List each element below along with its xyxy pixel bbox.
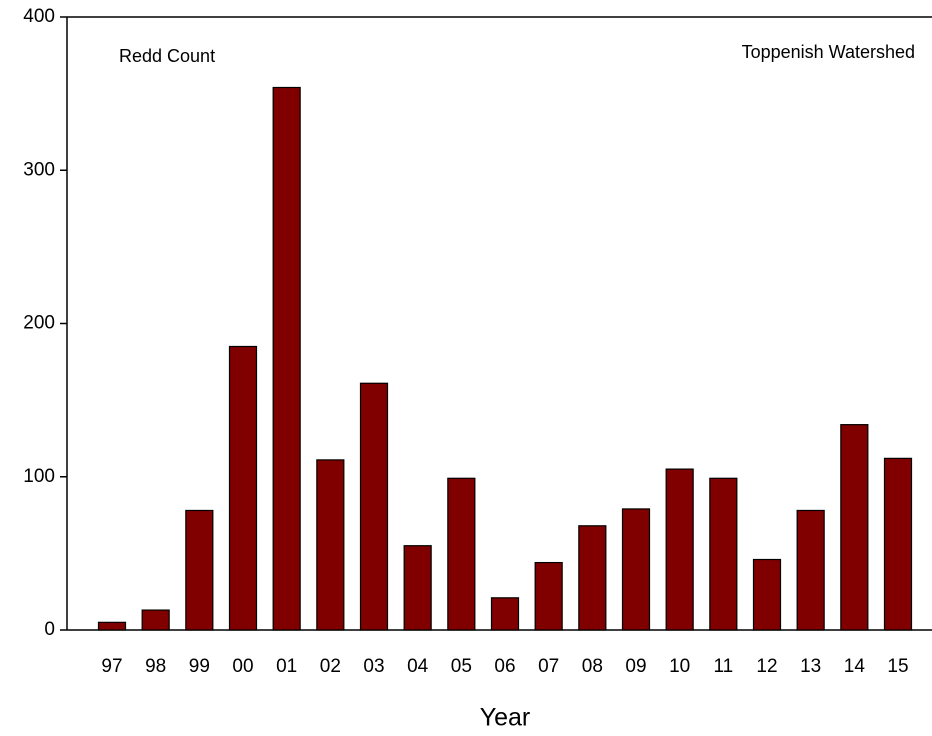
x-tick-label: 00 (232, 656, 253, 677)
bar (883, 457, 913, 631)
bar (621, 508, 651, 631)
x-tick-label: 01 (276, 656, 297, 677)
bar (840, 424, 869, 631)
bar (316, 459, 345, 631)
y-tick-label: 400 (23, 6, 55, 27)
x-tick-label: 98 (145, 656, 166, 677)
y-tick-label: 0 (44, 619, 55, 640)
x-tick-label: 05 (451, 656, 472, 677)
x-tick-label: 07 (538, 656, 559, 677)
x-tick-label: 99 (189, 656, 210, 677)
annotation: Toppenish Watershed (742, 42, 915, 62)
x-axis-title: Year (480, 704, 531, 732)
bar (359, 382, 389, 631)
x-tick-label: 08 (582, 656, 603, 677)
bar (665, 468, 694, 631)
x-tick-label: 14 (844, 656, 866, 677)
x-tick-label: 11 (713, 656, 733, 677)
bar (272, 86, 301, 631)
x-tick-label: 15 (887, 656, 908, 677)
bar (141, 609, 170, 631)
bar (447, 477, 476, 631)
x-tick-label: 03 (363, 656, 384, 677)
bar (534, 561, 563, 631)
x-tick-label: 13 (800, 656, 821, 677)
x-tick-label: 12 (756, 656, 777, 677)
bar (185, 509, 214, 631)
x-tick-label: 10 (669, 656, 690, 677)
x-tick-label: 02 (320, 656, 341, 677)
x-tick-label: 06 (494, 656, 515, 677)
y-tick-label: 200 (23, 313, 55, 334)
x-tick-label: 09 (625, 656, 646, 677)
bar (97, 621, 127, 631)
bar (752, 558, 782, 631)
y-tick-label: 100 (23, 466, 55, 487)
annotation: Redd Count (119, 46, 215, 66)
bar (578, 525, 607, 631)
x-tick-label: 04 (407, 656, 429, 677)
bar (709, 477, 738, 631)
x-tick-label: 97 (101, 656, 122, 677)
y-tick-label: 300 (23, 159, 55, 180)
bar (228, 345, 258, 631)
bar (403, 545, 432, 631)
bar (796, 509, 825, 631)
bar (490, 597, 520, 631)
